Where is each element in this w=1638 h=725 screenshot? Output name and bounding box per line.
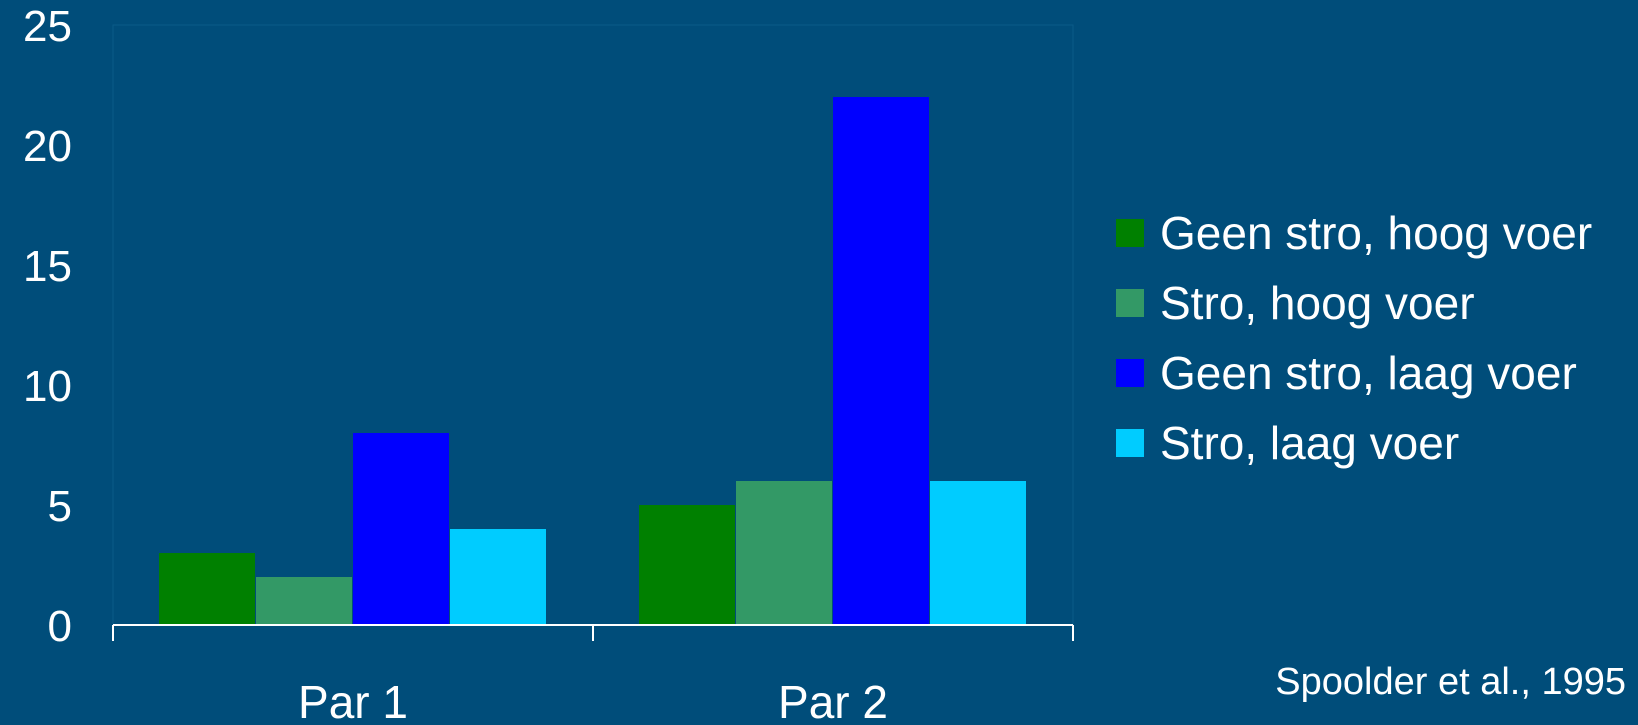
legend-swatch <box>1116 289 1144 317</box>
y-tick-label: 15 <box>23 242 72 291</box>
legend-label: Stro, laag voer <box>1160 417 1460 469</box>
bar-chart: 0 5 10 15 20 25 Par 1 Par 2 <box>23 2 1074 725</box>
bar <box>833 97 929 625</box>
bar <box>736 481 832 625</box>
y-tick-label: 10 <box>23 362 72 411</box>
x-tick-label: Par 1 <box>298 676 408 725</box>
legend-item: Geen stro, laag voer <box>1116 338 1592 408</box>
legend-swatch <box>1116 359 1144 387</box>
y-tick-label: 5 <box>48 482 72 531</box>
legend-label: Stro, hoog voer <box>1160 277 1475 329</box>
bar <box>450 529 546 625</box>
legend: Geen stro, hoog voer Stro, hoog voer Gee… <box>1116 198 1592 478</box>
legend-swatch <box>1116 429 1144 457</box>
legend-item: Stro, laag voer <box>1116 408 1592 478</box>
legend-item: Stro, hoog voer <box>1116 268 1592 338</box>
source-citation: Spoolder et al., 1995 <box>1275 661 1626 703</box>
bar <box>353 433 449 625</box>
y-tick-label: 25 <box>23 2 72 51</box>
legend-label: Geen stro, hoog voer <box>1160 207 1593 259</box>
y-tick-label: 20 <box>23 122 72 171</box>
bar <box>256 577 352 625</box>
x-tick-label: Par 2 <box>778 676 888 725</box>
y-tick-label: 0 <box>48 602 72 651</box>
bar <box>639 505 735 625</box>
legend-item: Geen stro, hoog voer <box>1116 198 1592 268</box>
legend-label: Geen stro, laag voer <box>1160 347 1577 399</box>
bar <box>930 481 1026 625</box>
bar <box>159 553 255 625</box>
legend-swatch <box>1116 219 1144 247</box>
